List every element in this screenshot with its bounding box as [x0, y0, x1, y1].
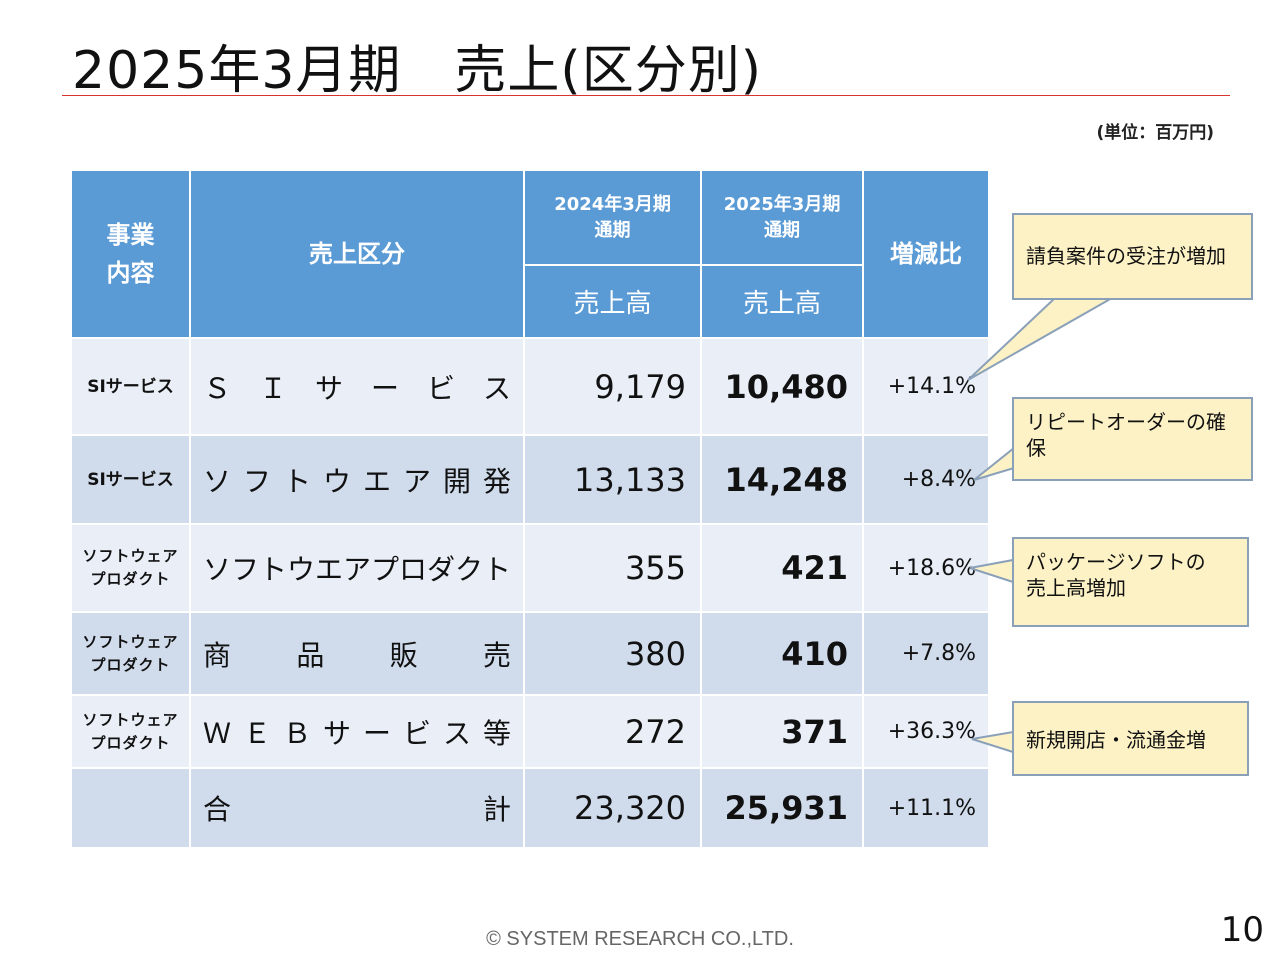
- header-period-curr: 2025年3月期 通期: [700, 169, 865, 266]
- table-row: ソフトウェア プロダクト Ｗ Ｅ Ｂ サ ー ビ ス 等 272 371 +36…: [70, 694, 991, 769]
- cell-category: Ｓ Ｉ サ ー ビ ス: [188, 337, 526, 436]
- cell-sales-prev: 380: [523, 611, 703, 696]
- unit-label: (単位：百万円): [1096, 123, 1214, 143]
- cell-sales-curr: 14,248: [700, 434, 865, 525]
- cell-sales-curr: 421: [700, 523, 865, 613]
- callout-3: パッケージソフトの 売上高増加: [1012, 537, 1249, 627]
- header-sales-curr: 売上高: [700, 264, 865, 339]
- callout-4: 新規開店・流通金増: [1012, 701, 1249, 776]
- cell-category: 合 計: [188, 767, 526, 849]
- cell-business: ソフトウェア プロダクト: [70, 523, 191, 613]
- cell-sales-prev: 13,133: [523, 434, 703, 525]
- cell-category: 商 品 販 売: [188, 611, 526, 696]
- cell-sales-prev: 9,179: [523, 337, 703, 436]
- callout-2: リピートオーダーの確保: [1012, 397, 1253, 481]
- table-row: ソフトウェア プロダクト 商 品 販 売 380 410 +7.8%: [70, 611, 991, 696]
- cell-change: +11.1%: [862, 767, 991, 849]
- cell-change: +18.6%: [862, 523, 991, 613]
- title-underline: [62, 95, 1230, 96]
- callout-1: 請負案件の受注が増加: [1012, 213, 1253, 300]
- table-row: ソフトウェア プロダクト ソフトウエアプロダクト 355 421 +18.6%: [70, 523, 991, 613]
- header-sales-prev: 売上高: [523, 264, 703, 339]
- table-row: SIサービス Ｓ Ｉ サ ー ビ ス 9,179 10,480 +14.1%: [70, 337, 991, 436]
- header-change: 増減比: [862, 169, 991, 339]
- cell-sales-curr: 10,480: [700, 337, 865, 436]
- cell-category: ソ フ ト ウ エ ア 開 発: [188, 434, 526, 525]
- cell-sales-prev: 272: [523, 694, 703, 769]
- cell-change: +36.3%: [862, 694, 991, 769]
- cell-change: +14.1%: [862, 337, 991, 436]
- cell-business: [70, 767, 191, 849]
- cell-change: +7.8%: [862, 611, 991, 696]
- cell-business: SIサービス: [70, 434, 191, 525]
- header-business: 事業 内容: [70, 169, 191, 339]
- cell-sales-curr: 410: [700, 611, 865, 696]
- cell-business: SIサービス: [70, 337, 191, 436]
- callout-pointer-1: [967, 297, 1116, 381]
- cell-business: ソフトウェア プロダクト: [70, 694, 191, 769]
- header-category: 売上区分: [188, 169, 526, 339]
- cell-change: +8.4%: [862, 434, 991, 525]
- table-row: SIサービス ソ フ ト ウ エ ア 開 発 13,133 14,248 +8.…: [70, 434, 991, 525]
- cell-sales-prev: 23,320: [523, 767, 703, 849]
- cell-business: ソフトウェア プロダクト: [70, 611, 191, 696]
- header-period-prev: 2024年3月期 通期: [523, 169, 703, 266]
- page-number: 10: [1220, 910, 1264, 950]
- cell-sales-curr: 25,931: [700, 767, 865, 849]
- copyright: © SYSTEM RESEARCH CO.,LTD.: [486, 928, 794, 950]
- callout-pointer-3: [969, 558, 1014, 584]
- page-title: 2025年3月期 売上(区分別): [72, 41, 762, 101]
- sales-table: 事業 内容 売上区分 2024年3月期 通期 2025年3月期 通期 増減比 売…: [70, 169, 991, 849]
- cell-sales-prev: 355: [523, 523, 703, 613]
- cell-category: Ｗ Ｅ Ｂ サ ー ビ ス 等: [188, 694, 526, 769]
- table-row-total: 合 計 23,320 25,931 +11.1%: [70, 767, 991, 849]
- callout-pointer-2: [973, 445, 1015, 481]
- cell-sales-curr: 371: [700, 694, 865, 769]
- cell-category: ソフトウエアプロダクト: [188, 523, 526, 613]
- callout-pointer-4: [971, 730, 1014, 754]
